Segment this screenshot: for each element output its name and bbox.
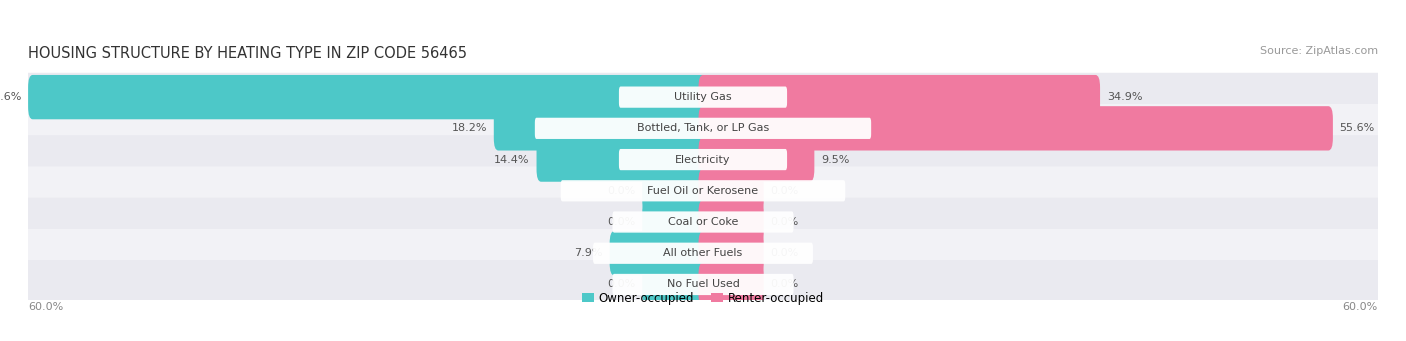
Text: Bottled, Tank, or LP Gas: Bottled, Tank, or LP Gas xyxy=(637,123,769,133)
FancyBboxPatch shape xyxy=(20,166,1386,215)
FancyBboxPatch shape xyxy=(20,104,1386,153)
Text: 59.6%: 59.6% xyxy=(0,92,21,102)
Text: HOUSING STRUCTURE BY HEATING TYPE IN ZIP CODE 56465: HOUSING STRUCTURE BY HEATING TYPE IN ZIP… xyxy=(28,46,467,61)
FancyBboxPatch shape xyxy=(699,106,1333,150)
FancyBboxPatch shape xyxy=(28,75,707,119)
Text: All other Fuels: All other Fuels xyxy=(664,248,742,258)
FancyBboxPatch shape xyxy=(699,200,763,244)
FancyBboxPatch shape xyxy=(699,169,763,213)
FancyBboxPatch shape xyxy=(613,274,793,295)
Text: 18.2%: 18.2% xyxy=(451,123,486,133)
Text: Fuel Oil or Kerosene: Fuel Oil or Kerosene xyxy=(647,186,759,196)
FancyBboxPatch shape xyxy=(494,106,707,150)
Text: 14.4%: 14.4% xyxy=(495,154,530,165)
Text: 60.0%: 60.0% xyxy=(28,302,63,312)
Text: No Fuel Used: No Fuel Used xyxy=(666,280,740,290)
FancyBboxPatch shape xyxy=(613,211,793,233)
Text: 0.0%: 0.0% xyxy=(770,280,799,290)
Text: 0.0%: 0.0% xyxy=(770,217,799,227)
FancyBboxPatch shape xyxy=(699,231,763,276)
FancyBboxPatch shape xyxy=(534,118,872,139)
FancyBboxPatch shape xyxy=(643,200,707,244)
FancyBboxPatch shape xyxy=(20,135,1386,184)
Text: 0.0%: 0.0% xyxy=(607,217,636,227)
FancyBboxPatch shape xyxy=(619,149,787,170)
Text: 34.9%: 34.9% xyxy=(1107,92,1142,102)
Text: 0.0%: 0.0% xyxy=(607,280,636,290)
FancyBboxPatch shape xyxy=(20,229,1386,278)
Text: 0.0%: 0.0% xyxy=(770,248,799,258)
FancyBboxPatch shape xyxy=(20,73,1386,121)
Text: 7.9%: 7.9% xyxy=(575,248,603,258)
FancyBboxPatch shape xyxy=(699,137,814,182)
FancyBboxPatch shape xyxy=(643,262,707,307)
Text: 60.0%: 60.0% xyxy=(1343,302,1378,312)
FancyBboxPatch shape xyxy=(619,87,787,108)
Legend: Owner-occupied, Renter-occupied: Owner-occupied, Renter-occupied xyxy=(582,292,824,305)
Text: Coal or Coke: Coal or Coke xyxy=(668,217,738,227)
Text: Source: ZipAtlas.com: Source: ZipAtlas.com xyxy=(1260,46,1378,56)
Text: 0.0%: 0.0% xyxy=(607,186,636,196)
FancyBboxPatch shape xyxy=(561,180,845,202)
Text: 9.5%: 9.5% xyxy=(821,154,849,165)
Text: 55.6%: 55.6% xyxy=(1340,123,1375,133)
FancyBboxPatch shape xyxy=(699,262,763,307)
FancyBboxPatch shape xyxy=(699,75,1099,119)
FancyBboxPatch shape xyxy=(643,169,707,213)
Text: 0.0%: 0.0% xyxy=(770,186,799,196)
FancyBboxPatch shape xyxy=(20,198,1386,247)
FancyBboxPatch shape xyxy=(537,137,707,182)
FancyBboxPatch shape xyxy=(20,260,1386,309)
Text: Utility Gas: Utility Gas xyxy=(675,92,731,102)
FancyBboxPatch shape xyxy=(593,243,813,264)
FancyBboxPatch shape xyxy=(610,231,707,276)
Text: Electricity: Electricity xyxy=(675,154,731,165)
